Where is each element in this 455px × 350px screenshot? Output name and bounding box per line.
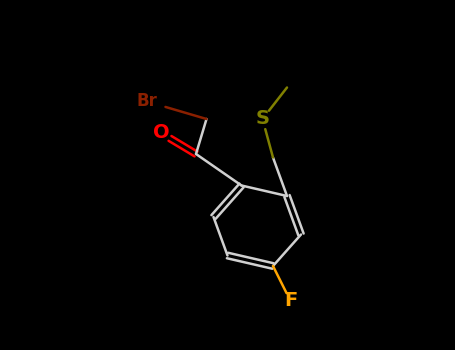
Text: S: S: [256, 110, 269, 128]
Text: Br: Br: [136, 92, 157, 111]
Text: O: O: [153, 124, 169, 142]
Text: F: F: [284, 292, 297, 310]
